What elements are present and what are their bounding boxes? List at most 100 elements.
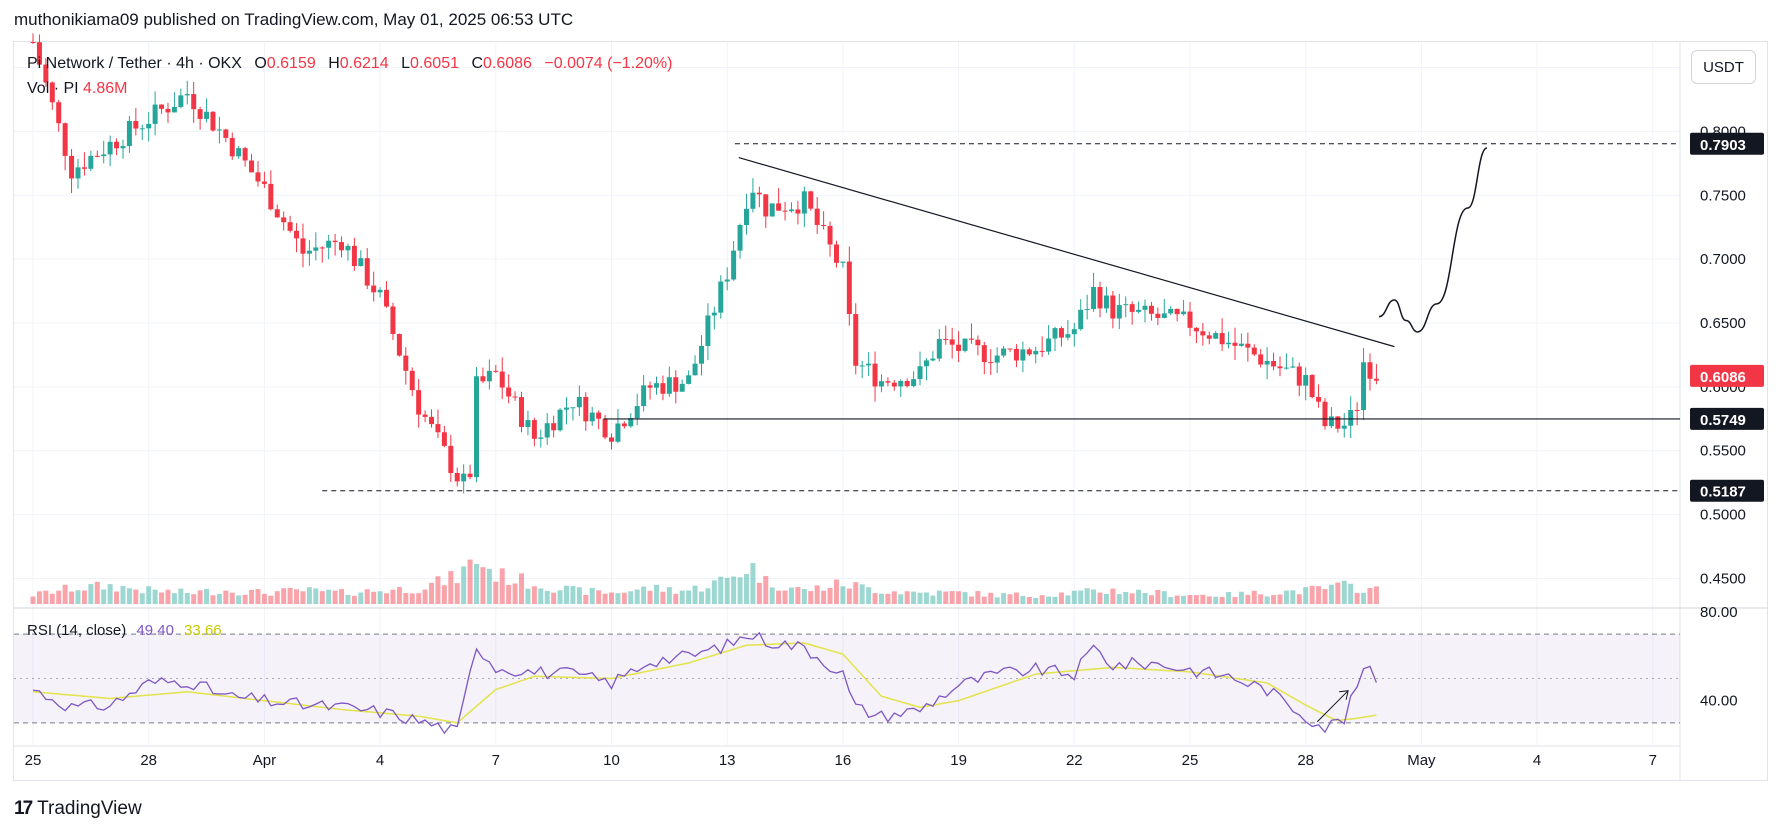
candle-body [62, 123, 68, 156]
volume-label[interactable]: Vol · PI [27, 80, 79, 97]
close-label: C [471, 55, 483, 72]
volume-bar [313, 588, 319, 604]
volume-bar [345, 594, 351, 604]
candle-body [1033, 350, 1039, 355]
price-label-box [1690, 364, 1764, 387]
candle-body [1103, 295, 1109, 309]
volume-bar [692, 585, 698, 604]
volume-bar [750, 563, 756, 604]
candle-body [859, 365, 865, 367]
open-value: 0.6159 [266, 55, 316, 72]
rsi-ma-value: 33.66 [184, 622, 222, 639]
volume-bar [666, 587, 672, 604]
candle-body [249, 160, 255, 173]
volume-bar [814, 585, 820, 604]
candle-body [184, 94, 190, 96]
candle-body [621, 423, 627, 427]
volume-bar [448, 571, 454, 604]
time-tick-label: Apr [253, 752, 276, 769]
volume-bar [1097, 592, 1103, 604]
volume-bar [36, 591, 42, 604]
currency-button[interactable]: USDT [1691, 50, 1756, 84]
candle-body [808, 191, 814, 209]
candle-body [564, 407, 570, 410]
rsi-arrow-line [1316, 690, 1349, 723]
time-tick-label: 7 [492, 752, 500, 769]
volume-bar [107, 584, 113, 604]
candle-body [538, 437, 544, 439]
volume-bar [133, 589, 139, 604]
volume-bar [1206, 596, 1212, 604]
candle-body [878, 381, 884, 387]
candle-body [1058, 328, 1064, 338]
candle-body [159, 104, 165, 109]
candle-body [756, 192, 762, 195]
candle-body [1361, 362, 1367, 411]
candle-body [448, 445, 454, 473]
candle-body [846, 261, 852, 315]
volume-bar [152, 589, 158, 604]
volume-bar [923, 592, 929, 604]
symbol-name[interactable]: Pi Network / Tether · 4h · OKX [27, 55, 242, 72]
volume-bar [506, 584, 512, 604]
volume-bar [827, 587, 833, 604]
candle-body [1277, 366, 1283, 369]
volume-bar [1245, 594, 1251, 604]
candle-body [557, 409, 563, 431]
volume-bar [1168, 597, 1174, 604]
volume-bar [75, 590, 81, 604]
volume-bar [782, 590, 788, 604]
candle-body [1084, 309, 1090, 311]
volume-bar [358, 592, 364, 604]
volume-bar [461, 566, 467, 604]
candle-body [1226, 342, 1232, 345]
volume-bar [731, 576, 737, 604]
price-tick-label: 0.5500 [1700, 443, 1746, 460]
candle-body [36, 42, 42, 65]
candle-body [930, 358, 936, 361]
candle-body [1116, 305, 1122, 319]
volume-bar [1258, 594, 1264, 604]
rsi-label[interactable]: RSI (14, close) [27, 622, 127, 639]
candle-body [840, 261, 846, 263]
volume-bar [236, 595, 242, 604]
volume-bar [994, 597, 1000, 604]
price-label-text: 0.5187 [1700, 484, 1746, 501]
brand-name[interactable]: TradingView [37, 798, 142, 819]
price-tick-label: 0.5000 [1700, 507, 1746, 524]
publisher-line: muthonikiama09 published on TradingView.… [14, 10, 574, 29]
time-tick-label: 16 [835, 752, 852, 769]
volume-bar [1058, 592, 1064, 604]
candle-body [596, 412, 602, 419]
candle-body [107, 141, 113, 155]
chart-frame [13, 41, 1768, 781]
volume-bar [229, 592, 235, 604]
volume-bar [583, 594, 589, 604]
volume-bar [1161, 591, 1167, 604]
candle-body [994, 355, 1000, 363]
price-label-text: 0.7903 [1700, 137, 1746, 154]
candle-body [351, 245, 357, 267]
volume-bar [1322, 589, 1328, 604]
candle-body [493, 370, 499, 372]
candle-body [1251, 347, 1257, 355]
volume-bar [281, 588, 287, 604]
candle-body [743, 208, 749, 225]
volume-bar [139, 593, 145, 604]
volume-bar [840, 586, 846, 604]
volume-bar [1335, 582, 1341, 604]
candle-body [261, 181, 267, 184]
price-tick-label: 0.4500 [1700, 570, 1746, 587]
candle-body [718, 281, 724, 313]
volume-bar [1296, 594, 1302, 604]
volume-bar [551, 592, 557, 604]
candle-body [1328, 416, 1334, 427]
candle-body [133, 120, 139, 129]
volume-bar [576, 587, 582, 604]
candle-body [692, 363, 698, 376]
volume-bar [859, 584, 865, 604]
time-tick-label: 28 [140, 752, 157, 769]
candle-body [1316, 396, 1322, 402]
volume-bar [332, 590, 338, 604]
